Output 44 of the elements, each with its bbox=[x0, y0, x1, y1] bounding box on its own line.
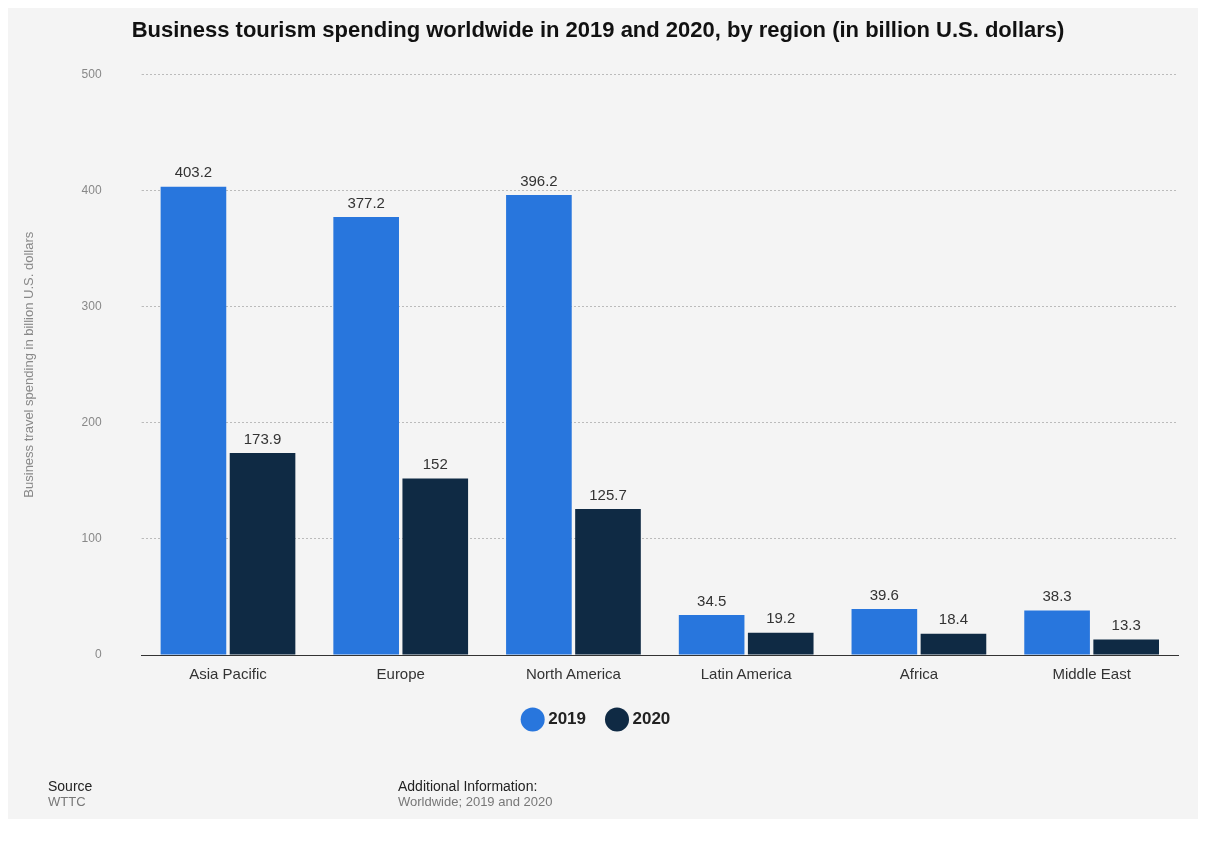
chart-title: Business tourism spending worldwide in 2019 and 2020, by region (in billion U.S. dollars) bbox=[131, 17, 1065, 43]
bar bbox=[1024, 610, 1090, 655]
bar bbox=[333, 217, 399, 655]
bar bbox=[229, 453, 296, 655]
x-tick-label: Africa bbox=[899, 665, 939, 683]
data-label: 38.3 bbox=[1042, 587, 1072, 605]
x-tick-label: Asia Pacific bbox=[189, 665, 268, 683]
data-label: 34.5 bbox=[697, 591, 727, 609]
y-tick-label: 0 bbox=[94, 647, 102, 662]
y-tick-label: 200 bbox=[81, 415, 102, 430]
data-label: 403.2 bbox=[174, 163, 213, 181]
x-tick-label: Europe bbox=[376, 665, 425, 683]
y-tick-label: 100 bbox=[81, 531, 102, 546]
bar bbox=[851, 609, 918, 655]
x-tick-label: Latin America bbox=[700, 665, 793, 683]
data-label: 377.2 bbox=[347, 193, 385, 211]
data-label: 18.4 bbox=[938, 610, 969, 628]
legend-label: 2020 bbox=[632, 709, 671, 729]
bar bbox=[1093, 639, 1159, 655]
y-tick-label: 500 bbox=[81, 66, 102, 81]
bar bbox=[575, 509, 641, 655]
y-axis-title: Business travel spending in billion U.S. dollars bbox=[21, 231, 37, 498]
text: Additional Information: bbox=[398, 778, 539, 794]
y-tick-label: 400 bbox=[81, 182, 102, 197]
bar bbox=[402, 478, 469, 655]
data-label: 152 bbox=[422, 455, 448, 473]
data-label: 13.3 bbox=[1111, 616, 1141, 634]
y-tick-label: 300 bbox=[81, 298, 102, 313]
x-tick-label: Middle East bbox=[1052, 665, 1132, 683]
x-tick-label: North America bbox=[525, 665, 622, 683]
data-label: 125.7 bbox=[589, 485, 627, 503]
bar bbox=[747, 632, 814, 655]
bar bbox=[920, 633, 987, 655]
text: Worldwide; 2019 and 2020 bbox=[398, 794, 553, 809]
data-label: 396.2 bbox=[520, 171, 558, 189]
data-label: 39.6 bbox=[869, 585, 899, 603]
bar bbox=[506, 194, 572, 655]
bar bbox=[678, 614, 745, 655]
text: WTTC bbox=[48, 794, 87, 809]
data-label: 19.2 bbox=[766, 609, 796, 627]
data-label: 173.9 bbox=[243, 429, 282, 447]
legend-label: 2019 bbox=[548, 709, 587, 729]
text: Source bbox=[48, 778, 94, 794]
bar bbox=[160, 186, 227, 655]
